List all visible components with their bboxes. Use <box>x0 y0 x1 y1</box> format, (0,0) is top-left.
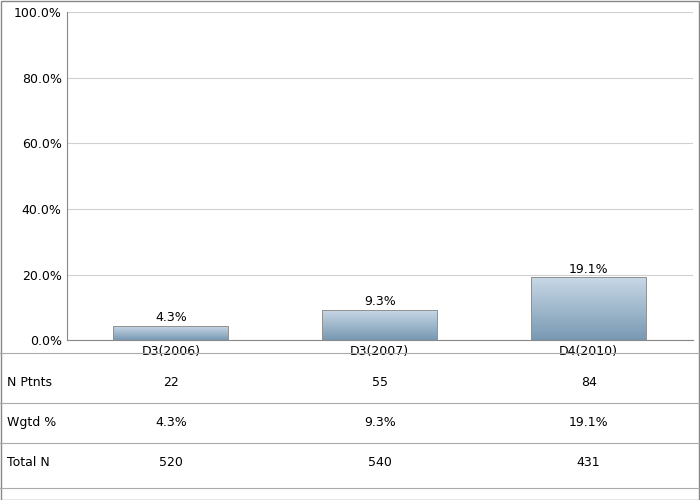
Bar <box>322 326 438 327</box>
Text: 22: 22 <box>163 376 179 389</box>
Bar <box>531 290 646 291</box>
Bar <box>322 315 438 316</box>
Bar <box>531 292 646 293</box>
Bar <box>531 282 646 284</box>
Bar <box>322 324 438 325</box>
Bar <box>531 284 646 286</box>
Bar <box>531 304 646 306</box>
Bar <box>531 278 646 280</box>
Bar <box>113 326 228 340</box>
Bar <box>531 326 646 328</box>
Bar <box>322 312 438 313</box>
Text: 4.3%: 4.3% <box>155 312 187 324</box>
Bar <box>322 316 438 317</box>
Bar <box>322 310 438 340</box>
Bar <box>531 311 646 312</box>
Bar <box>322 311 438 312</box>
Bar <box>531 334 646 335</box>
Bar <box>531 296 646 298</box>
Bar <box>531 332 646 334</box>
Bar <box>531 318 646 319</box>
Bar <box>322 336 438 337</box>
Bar <box>531 337 646 338</box>
Bar <box>322 319 438 320</box>
Bar <box>322 313 438 314</box>
Bar <box>322 332 438 333</box>
Text: Total N: Total N <box>7 456 50 469</box>
Bar <box>322 323 438 324</box>
Bar <box>531 302 646 304</box>
Bar <box>322 310 438 311</box>
Bar <box>531 286 646 287</box>
Text: 84: 84 <box>580 376 596 389</box>
Bar <box>531 321 646 322</box>
Bar <box>322 334 438 335</box>
Bar <box>531 328 646 330</box>
Bar <box>322 338 438 339</box>
Text: 55: 55 <box>372 376 388 389</box>
Text: 19.1%: 19.1% <box>569 416 608 429</box>
Bar <box>531 306 646 308</box>
Bar <box>531 313 646 314</box>
Bar <box>531 298 646 300</box>
Bar <box>322 328 438 329</box>
Bar <box>531 287 646 288</box>
Bar <box>531 300 646 302</box>
Bar <box>531 280 646 281</box>
Bar <box>531 308 646 310</box>
Bar <box>322 314 438 315</box>
Text: 4.3%: 4.3% <box>155 416 187 429</box>
Bar <box>531 312 646 313</box>
Bar <box>322 320 438 321</box>
Bar <box>531 319 646 320</box>
Bar <box>531 295 646 296</box>
Bar <box>322 317 438 318</box>
Text: 9.3%: 9.3% <box>364 295 395 308</box>
Bar <box>322 327 438 328</box>
Bar <box>531 288 646 289</box>
Bar <box>531 339 646 340</box>
Bar <box>531 322 646 324</box>
Text: N Ptnts: N Ptnts <box>7 376 52 389</box>
Bar <box>531 320 646 321</box>
Bar <box>531 324 646 326</box>
Bar <box>531 316 646 317</box>
Bar <box>531 338 646 339</box>
Bar <box>322 325 438 326</box>
Bar <box>322 335 438 336</box>
Text: Wgtd %: Wgtd % <box>7 416 56 429</box>
Bar <box>322 330 438 331</box>
Text: 520: 520 <box>159 456 183 469</box>
Text: 19.1%: 19.1% <box>569 263 608 276</box>
Bar <box>531 336 646 337</box>
Bar <box>531 293 646 294</box>
Bar <box>322 333 438 334</box>
Bar <box>531 278 646 340</box>
Bar <box>531 310 646 311</box>
Bar <box>531 291 646 292</box>
Bar <box>322 337 438 338</box>
Bar <box>531 315 646 316</box>
Bar <box>322 318 438 319</box>
Bar <box>531 289 646 290</box>
Text: 431: 431 <box>577 456 601 469</box>
Bar <box>531 317 646 318</box>
Bar <box>322 329 438 330</box>
Bar <box>531 330 646 332</box>
Text: 540: 540 <box>368 456 392 469</box>
Text: 9.3%: 9.3% <box>364 416 395 429</box>
Bar <box>322 339 438 340</box>
Bar <box>322 331 438 332</box>
Bar <box>531 335 646 336</box>
Bar <box>531 314 646 315</box>
Bar <box>322 322 438 323</box>
Bar <box>531 294 646 295</box>
Bar <box>322 321 438 322</box>
